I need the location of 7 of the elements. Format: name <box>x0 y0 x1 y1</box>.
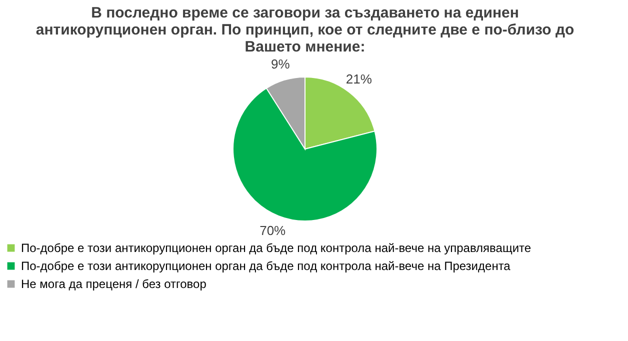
legend-label: По-добре е този антикорупционен орган да бъде под контрола най-вече на управляващите <box>21 241 532 255</box>
legend-label: Не мога да преценя / без отговор <box>21 277 207 291</box>
data-label: 9% <box>271 56 290 72</box>
chart-title: В последно време се заговори за създаването на единен антикорупционен орган. По принцип, кое от следните две е по-близо до Вашето мнение: <box>36 4 574 56</box>
legend-label: По-добре е този антикорупционен орган да бъде под контрола най-вече на Президента <box>21 259 511 273</box>
data-label: 70% <box>260 222 286 238</box>
data-label: 21% <box>346 71 372 86</box>
